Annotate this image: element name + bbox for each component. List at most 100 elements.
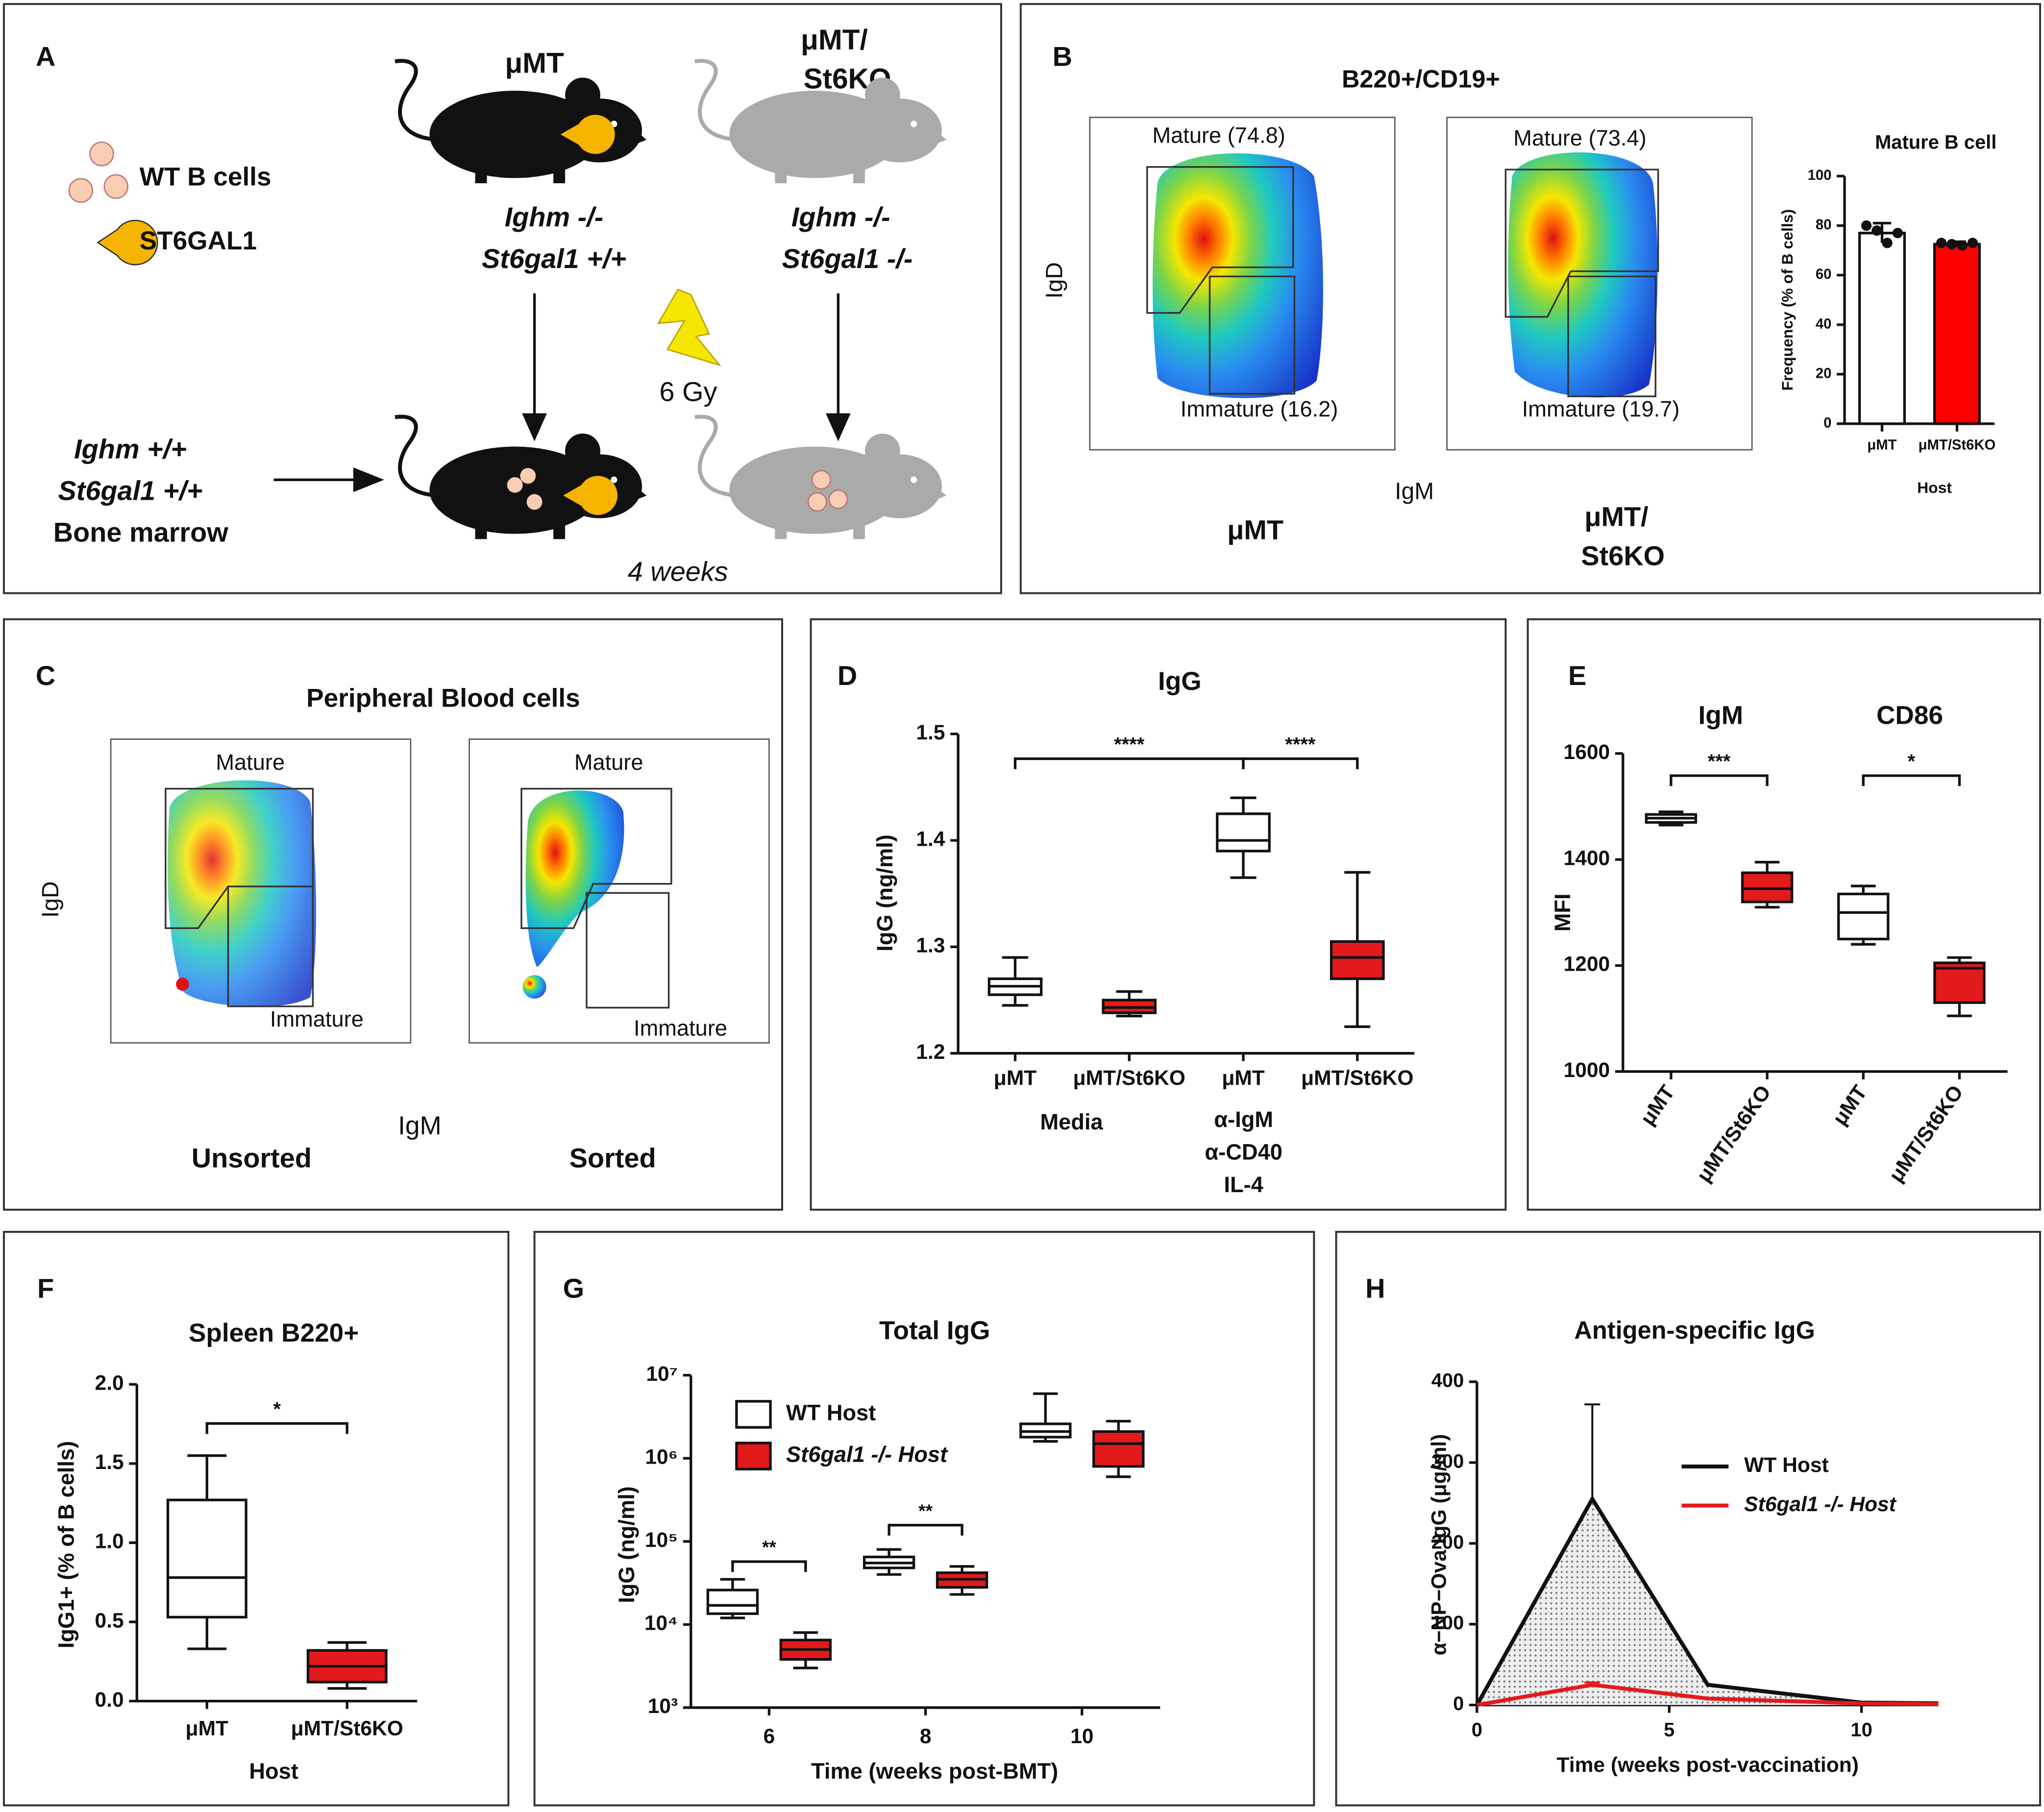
gate-label: Mature <box>574 750 643 775</box>
panel-letter: F <box>37 1273 54 1303</box>
enzyme-icon <box>560 115 615 154</box>
axis-label: IgM <box>398 1111 442 1140</box>
chart-title: IgG <box>1158 667 1202 696</box>
enzyme-icon <box>563 476 618 515</box>
axis-label: IgM <box>1395 478 1434 504</box>
y-axis-label: IgG1+ (% of B cells) <box>53 1441 78 1648</box>
axis-label: IgD <box>1041 262 1067 299</box>
significance-bracket <box>1242 757 1359 769</box>
genotype: Ighm -/- <box>505 201 604 232</box>
group-label: CD86 <box>1876 701 1943 730</box>
box <box>1216 812 1271 853</box>
genotype: St6gal1 +/+ <box>482 243 626 274</box>
cell-icon <box>103 174 129 199</box>
bar <box>1858 231 1906 425</box>
y-tick-label: 0 <box>1453 1693 1464 1714</box>
y-tick-label: 1400 <box>1564 846 1610 870</box>
x-tick-label: μMT <box>186 1716 228 1740</box>
sample-label: μMT <box>1227 514 1283 545</box>
panel-letter: E <box>1568 660 1586 691</box>
donor: St6gal1 +/+ <box>58 475 203 506</box>
cell-icon <box>89 141 114 167</box>
gate-label: Mature <box>216 750 285 775</box>
panel-title: B220+/CD19+ <box>1342 65 1500 93</box>
arrow <box>273 467 384 492</box>
y-tick-label: 1.4 <box>916 827 945 851</box>
x-tick-label: 0 <box>1472 1719 1482 1740</box>
data-point <box>1946 239 1957 249</box>
x-axis-label: Time (weeks post-vaccination) <box>1557 1753 1859 1777</box>
y-tick-label: 0.5 <box>95 1609 124 1632</box>
line <box>1477 1683 1939 1707</box>
y-tick-label: 1200 <box>1564 953 1610 976</box>
x-tick-label: μMT/St6KO <box>291 1716 403 1740</box>
y-tick-label: 100 <box>1808 168 1832 183</box>
donor: Bone marrow <box>53 517 228 548</box>
y-tick-label: 0 <box>1823 416 1831 431</box>
density-plot <box>1508 152 1658 398</box>
significance-label: **** <box>1114 734 1145 755</box>
x-tick-label: 10 <box>1850 1719 1872 1740</box>
x-tick-label: μMT <box>1636 1081 1679 1129</box>
panel-frame <box>810 618 1507 1211</box>
x-tick-label: μMT/St6KO <box>1692 1081 1776 1186</box>
x-tick-label: 5 <box>1664 1719 1675 1740</box>
significance-bracket <box>1862 774 1961 786</box>
panel-frame <box>1527 618 2042 1211</box>
x-tick-label: μMT <box>1828 1081 1872 1129</box>
x-tick-label: μMT/St6KO <box>1884 1081 1968 1186</box>
gate-label: Immature <box>634 1016 727 1041</box>
legend-label: WT Host <box>786 1400 876 1425</box>
duration: 4 weeks <box>628 556 728 587</box>
data-point <box>1967 238 1978 248</box>
significance-bracket <box>887 1523 963 1536</box>
y-axis-label: α−NP−Ova IgG (μg/ml) <box>1428 1434 1451 1656</box>
panel-c: C Peripheral Blood cells Mature Immature… <box>36 660 770 1173</box>
legend-text: ST6GAL1 <box>140 226 257 255</box>
legend-label: WT Host <box>1744 1453 1829 1477</box>
box <box>1741 871 1794 904</box>
density-plot <box>525 790 624 968</box>
cell-icon <box>507 477 523 493</box>
panel-frame <box>1335 1231 2042 1807</box>
y-tick-label: 300 <box>1431 1450 1464 1472</box>
chart-title: Mature B cell <box>1875 131 1996 153</box>
y-tick-label: 10³ <box>648 1694 678 1718</box>
sample-label: Unsorted <box>192 1142 312 1173</box>
axis-label: IgD <box>38 881 64 918</box>
y-tick-label: 10⁵ <box>645 1528 678 1552</box>
area <box>1477 1499 1939 1705</box>
box <box>706 1589 759 1615</box>
y-axis-label: MFI <box>1550 893 1575 931</box>
y-tick-label: 1.3 <box>916 934 945 957</box>
y-axis-label: IgG (ng/ml) <box>614 1486 639 1603</box>
y-tick-label: 1.0 <box>95 1530 124 1553</box>
gate <box>520 787 672 1009</box>
significance-label: **** <box>1285 734 1316 755</box>
arrow <box>522 293 547 441</box>
panel-frame <box>2 1231 510 1807</box>
box <box>1837 892 1890 941</box>
group-label: IgM <box>1699 701 1744 730</box>
cell-icon <box>526 494 542 510</box>
legend-swatch <box>735 1442 772 1470</box>
chart-title: Spleen B220+ <box>189 1319 359 1347</box>
y-tick-label: 100 <box>1431 1612 1464 1634</box>
x-tick-label: μMT/St6KO <box>1919 438 1996 453</box>
plot-frame <box>468 738 770 1044</box>
host-name: μMT <box>505 48 564 79</box>
group-label: Media <box>1040 1109 1104 1134</box>
x-tick-label: μMT <box>1867 438 1896 453</box>
data-point <box>1892 227 1903 239</box>
box <box>1330 940 1385 980</box>
y-tick-label: 1.5 <box>916 721 945 744</box>
y-tick-label: 10⁶ <box>645 1445 678 1469</box>
x-tick-label: 10 <box>1070 1724 1093 1748</box>
significance-bracket <box>1013 757 1245 769</box>
genotype: Ighm -/- <box>791 201 890 232</box>
legend-swatch <box>735 1400 772 1429</box>
panel-frame <box>2 618 784 1211</box>
panel-title: Peripheral Blood cells <box>306 684 580 713</box>
y-tick-label: 200 <box>1431 1531 1464 1553</box>
